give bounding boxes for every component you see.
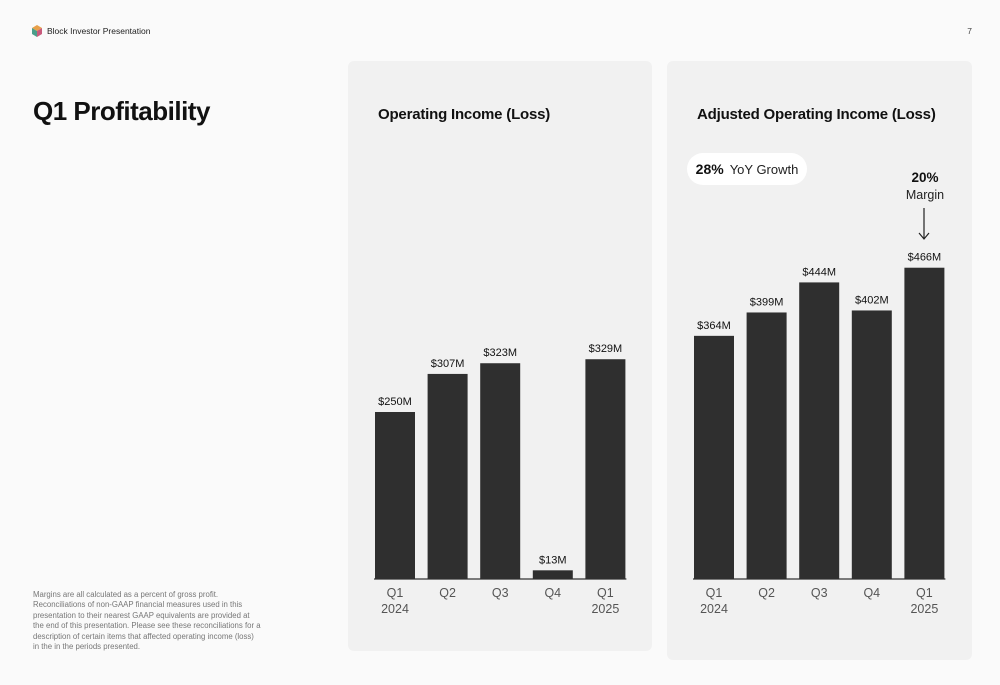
arrow-down-icon	[918, 208, 930, 240]
block-logo-icon	[32, 25, 42, 37]
tick-label: Q2	[758, 586, 775, 600]
tick-label: Q1	[387, 586, 404, 600]
bar	[480, 363, 521, 579]
value-label: $13M	[539, 554, 567, 566]
value-label: $323M	[483, 347, 517, 359]
yoy-growth-label: YoY Growth	[729, 161, 799, 177]
adjusted-operating-income-chart: $364M Q1 2024 $399M Q2 $444M Q3 $402M Q4 $466M Q1 2…	[693, 252, 946, 616]
operating-income-chart: $250M Q1 2024 $307M Q2 $323M Q3 $13M Q4 $329M Q1 20…	[374, 343, 627, 616]
tick-label: Q4	[544, 586, 561, 600]
footnote: Margins are all calculated as a percent …	[33, 590, 261, 652]
tick-label-year: 2025	[910, 602, 938, 616]
value-label: $399M	[750, 296, 784, 308]
bar	[799, 282, 840, 579]
brand-name: Block Investor Presentation	[47, 26, 151, 36]
tick-label: Q1	[706, 586, 723, 600]
adjusted-operating-income-title: Adjusted Operating Income (Loss)	[697, 106, 936, 123]
bar	[532, 570, 573, 579]
bar	[694, 335, 734, 579]
value-label: $307M	[431, 358, 465, 370]
value-label: $466M	[908, 252, 942, 264]
margin-label: Margin	[905, 188, 945, 202]
bar	[427, 373, 468, 579]
yoy-growth-value: 28%	[695, 161, 724, 177]
tick-label: Q1	[597, 586, 614, 600]
yoy-growth-badge: 28% YoY Growth	[687, 153, 807, 185]
tick-label-year: 2025	[591, 602, 619, 616]
bar	[904, 267, 945, 579]
value-label: $250M	[378, 396, 412, 408]
value-label: $364M	[697, 320, 731, 332]
tick-label: Q2	[439, 586, 456, 600]
value-label: $402M	[855, 294, 889, 306]
bar	[375, 412, 415, 579]
tick-label-year: 2024	[381, 602, 409, 616]
adjusted-operating-income-panel: Adjusted Operating Income (Loss) $364M Q1…	[667, 61, 972, 660]
header: Block Investor Presentation	[32, 25, 150, 37]
bar	[851, 310, 892, 579]
tick-label: Q1	[916, 586, 933, 600]
tick-label-year: 2024	[700, 602, 728, 616]
bar	[585, 359, 626, 579]
tick-label: Q4	[863, 586, 880, 600]
page-title: Q1 Profitability	[33, 96, 210, 126]
value-label: $444M	[802, 266, 836, 278]
value-label: $329M	[589, 343, 623, 355]
operating-income-panel: Operating Income (Loss) $250M Q1 2024 $307M…	[348, 61, 652, 651]
bar	[746, 312, 787, 579]
tick-label: Q3	[492, 586, 509, 600]
margin-value: 20%	[911, 170, 939, 185]
tick-label: Q3	[811, 586, 828, 600]
operating-income-title: Operating Income (Loss)	[378, 106, 551, 123]
page-number: 7	[967, 26, 972, 36]
